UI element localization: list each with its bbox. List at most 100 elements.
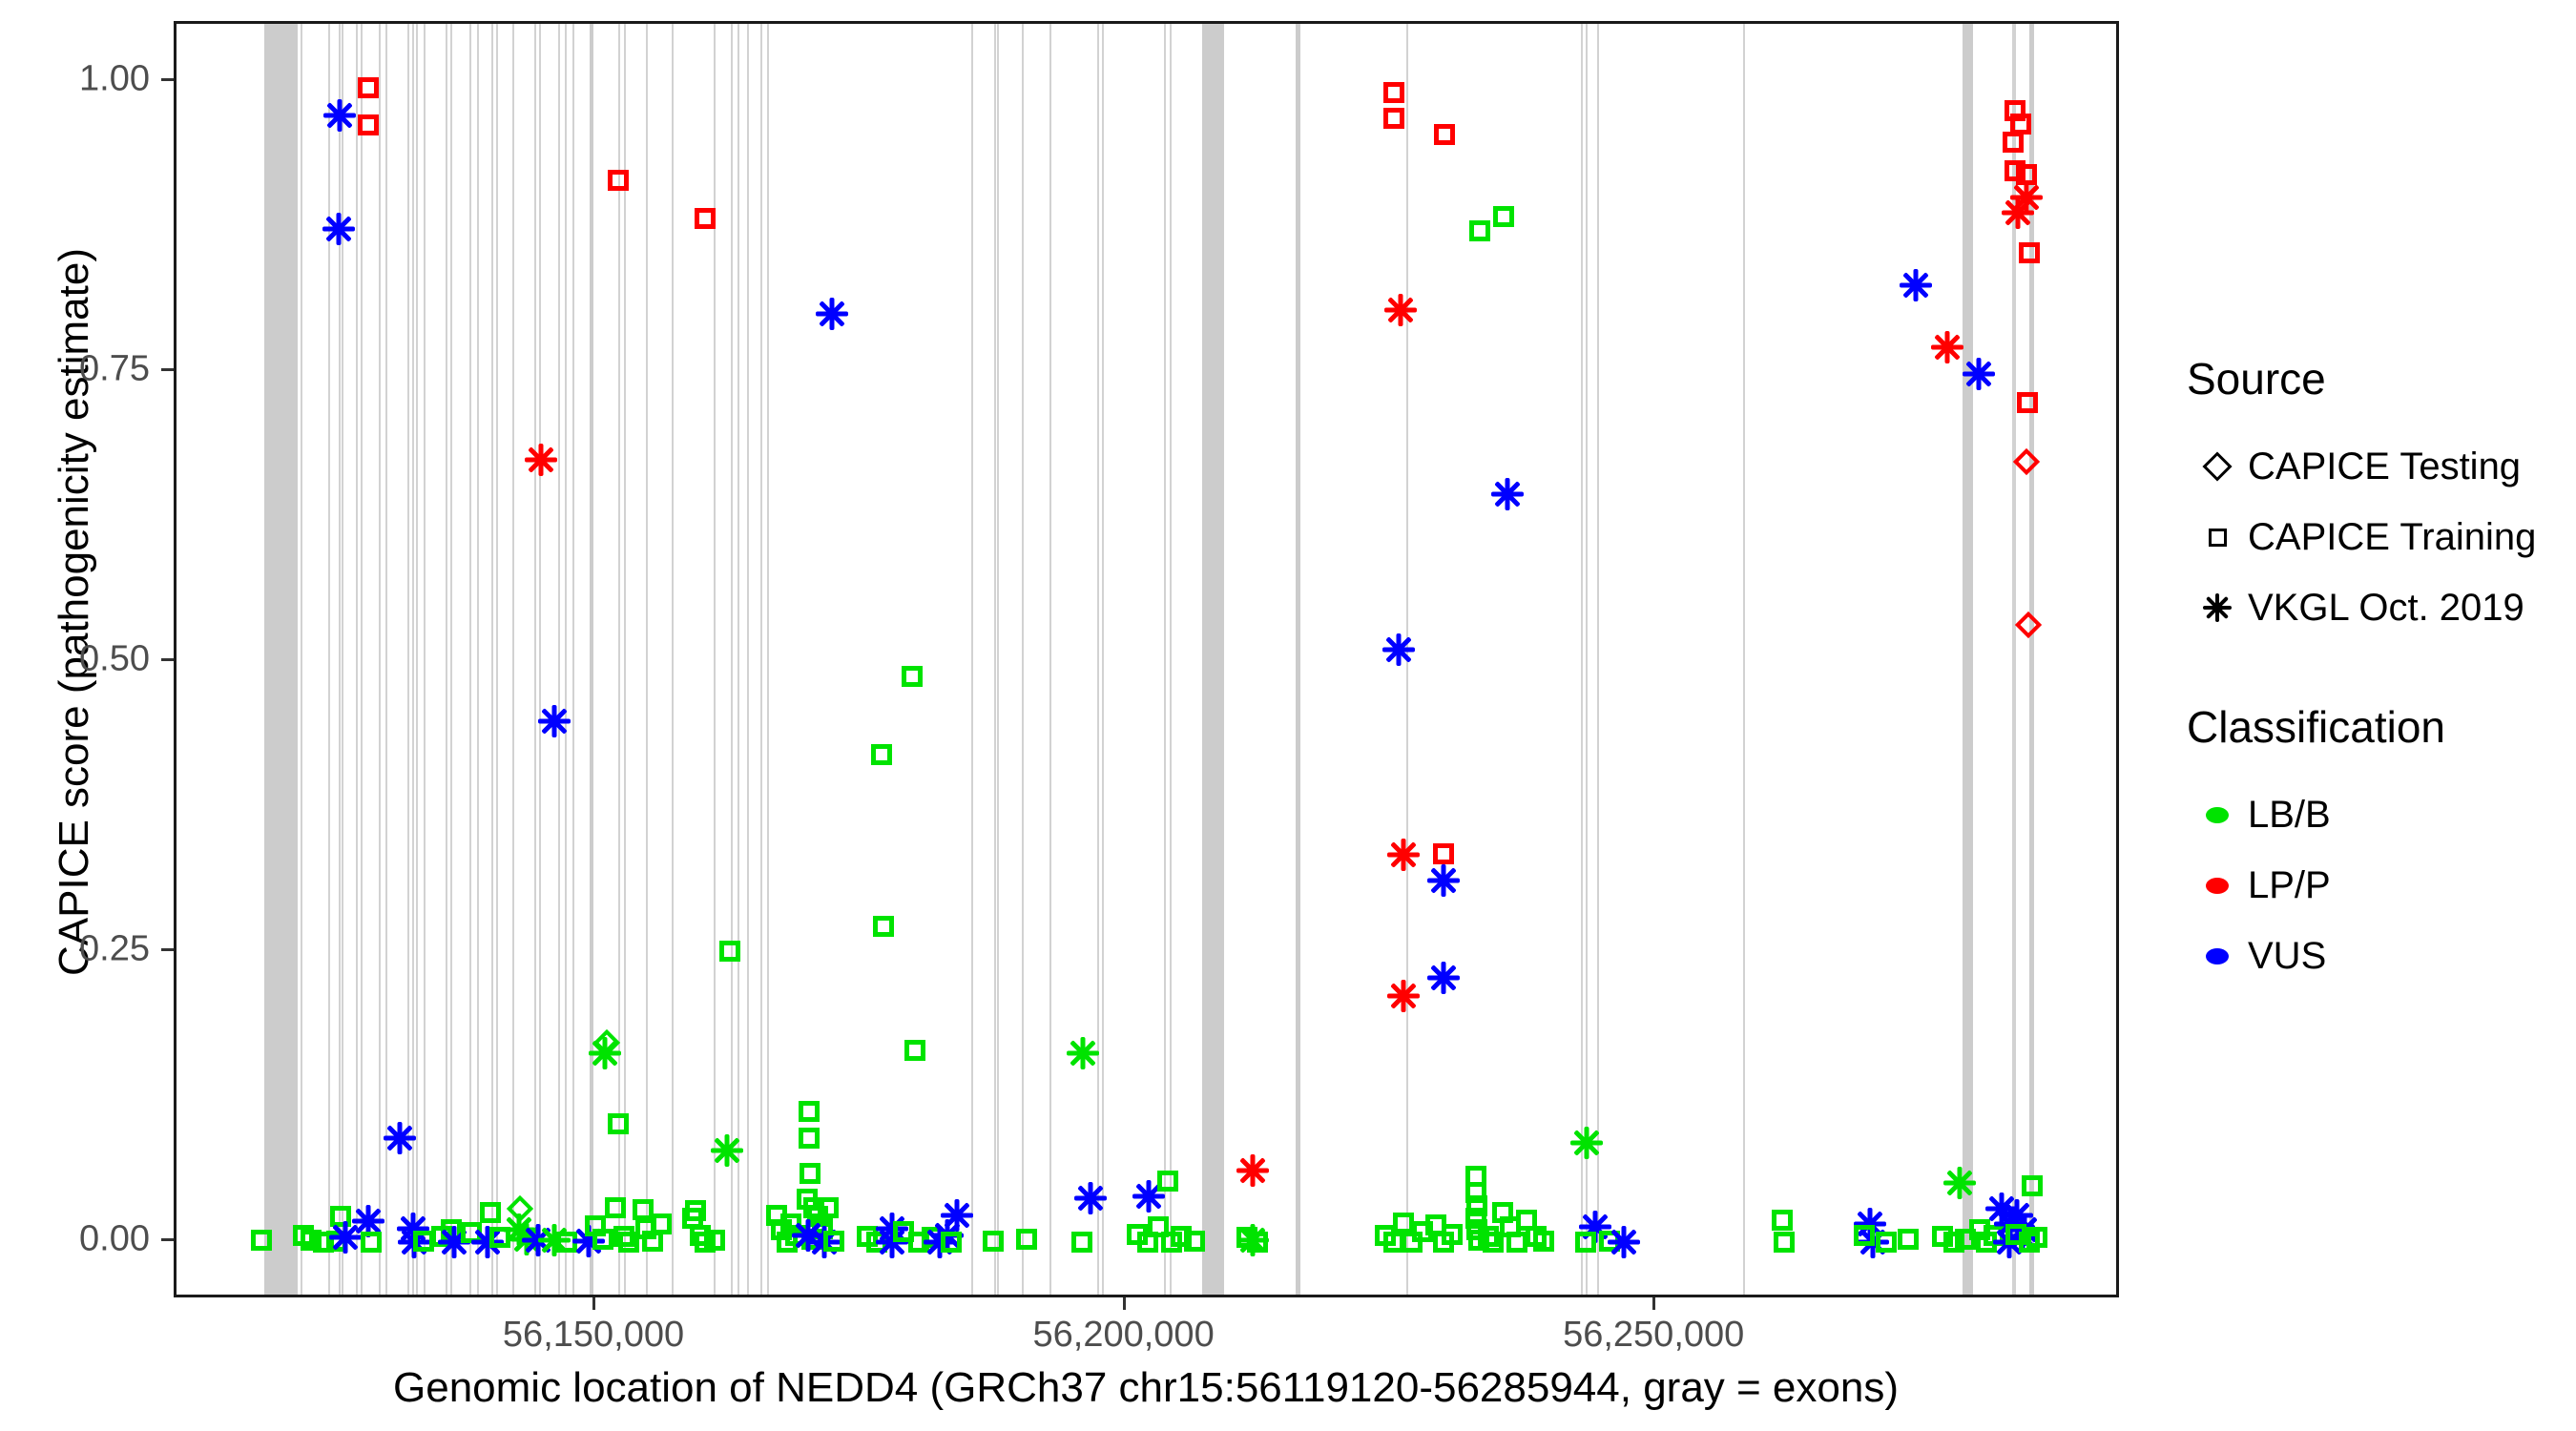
exon-line [2013, 24, 2016, 1295]
data-point [1386, 980, 1420, 1013]
asterisk-icon [2187, 593, 2248, 622]
exon-line [449, 24, 452, 1295]
exon-band [1296, 24, 1300, 1295]
legend-item-label: VUS [2248, 934, 2327, 977]
exon-line [1049, 24, 1051, 1295]
data-point [2015, 611, 2043, 639]
data-point [2004, 160, 2025, 182]
y-tick-label: 0.75 [79, 348, 150, 389]
data-point [1171, 1226, 1193, 1248]
data-point [704, 1229, 726, 1251]
legend-item-capice-training: CAPICE Training [2187, 502, 2536, 572]
exon-line [533, 24, 536, 1295]
data-point [1490, 477, 1524, 510]
data-point [588, 1036, 621, 1069]
x-axis-title: Genomic location of NEDD4 (GRCh37 chr15:… [393, 1364, 1899, 1411]
exon-line [1096, 24, 1099, 1295]
exon-band [1963, 24, 1974, 1295]
data-point [1506, 1232, 1527, 1254]
exon-line [424, 24, 426, 1295]
x-axis-tick [592, 1297, 596, 1310]
y-axis-tick [161, 658, 174, 661]
data-point [1236, 1153, 1269, 1187]
data-point [1382, 81, 1404, 103]
exon-line [1743, 24, 1746, 1295]
data-point [330, 1206, 352, 1228]
data-point [2021, 1174, 2043, 1196]
legend-item-lpp: LP/P [2187, 850, 2445, 921]
plot-panel [174, 21, 2119, 1297]
data-point [605, 1196, 627, 1218]
data-point [313, 1232, 335, 1254]
exon-line [385, 24, 387, 1295]
exon-line [971, 24, 974, 1295]
data-point [1876, 1232, 1898, 1254]
data-point [1900, 268, 1933, 301]
data-point [1607, 1226, 1640, 1259]
data-point [323, 99, 357, 133]
exon-line [1102, 24, 1105, 1295]
exon-line [491, 24, 494, 1295]
data-point [1073, 1181, 1107, 1214]
data-point [1942, 1167, 1976, 1200]
legend-item-label: LB/B [2248, 793, 2331, 836]
data-point [438, 1226, 471, 1259]
data-point [592, 1228, 613, 1250]
y-tick-label: 1.00 [79, 58, 150, 99]
exon-line [714, 24, 717, 1295]
exon-line [361, 24, 364, 1295]
data-point [361, 1232, 383, 1254]
legend-classification-title: Classification [2187, 702, 2445, 752]
data-point [815, 298, 848, 331]
y-axis-tick [161, 77, 174, 81]
exon-line [993, 24, 996, 1295]
exon-line [997, 24, 1000, 1295]
data-point [902, 665, 924, 687]
exon-line [1170, 24, 1173, 1295]
data-point [1985, 1192, 2019, 1225]
exon-line [476, 24, 479, 1295]
data-point [1236, 1227, 1258, 1249]
data-point [1493, 205, 1515, 227]
data-point [358, 114, 380, 135]
data-point [685, 1200, 707, 1222]
data-point [1578, 1211, 1611, 1244]
data-point [695, 208, 717, 230]
legend-item-vkgl: VKGL Oct. 2019 [2187, 572, 2536, 643]
exon-line [1163, 24, 1166, 1295]
exon-line [301, 24, 303, 1295]
data-point [1943, 1232, 1965, 1254]
data-point [800, 1163, 821, 1185]
data-point [2026, 1227, 2048, 1249]
data-point [1156, 1170, 1178, 1192]
data-point [719, 940, 741, 962]
data-point [537, 1223, 571, 1256]
square-icon [2187, 528, 2248, 547]
legend-source-title: Source [2187, 354, 2326, 404]
y-tick-label: 0.50 [79, 638, 150, 679]
data-point [1016, 1228, 1038, 1250]
data-point [1533, 1230, 1555, 1252]
data-point [1183, 1230, 1205, 1252]
legend-source: Source CAPICE Testing CAPICE Training VK… [2187, 353, 2536, 643]
exon-line [731, 24, 734, 1295]
data-point [873, 916, 895, 938]
exon-line [646, 24, 649, 1295]
exon-line [1585, 24, 1588, 1295]
exon-line [1021, 24, 1024, 1295]
data-point [1392, 1212, 1414, 1234]
red-dot-icon [2187, 877, 2248, 894]
data-point [1897, 1228, 1919, 1250]
data-point [1574, 1232, 1596, 1254]
y-tick-label: 0.00 [79, 1218, 150, 1259]
data-point [650, 1213, 672, 1234]
data-point [1147, 1216, 1169, 1238]
exon-line [767, 24, 770, 1295]
data-point [1132, 1179, 1165, 1213]
exon-line [512, 24, 515, 1295]
exon-line [672, 24, 675, 1295]
data-point [301, 1229, 322, 1251]
y-axis-tick [161, 367, 174, 371]
y-axis-tick [161, 948, 174, 952]
